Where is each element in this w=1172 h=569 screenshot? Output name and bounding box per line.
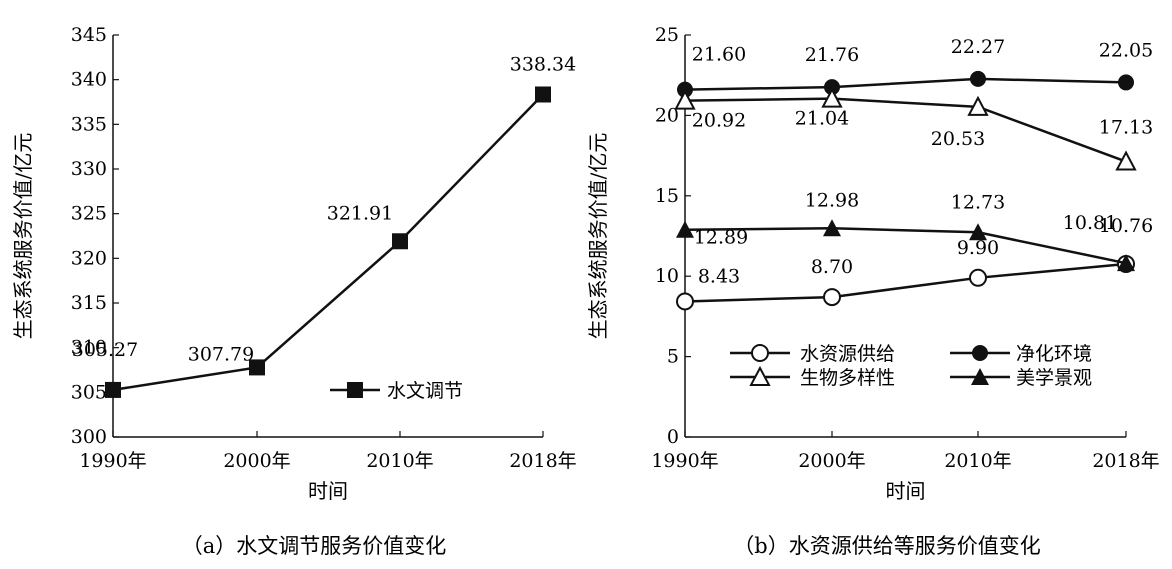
- data-point: [969, 268, 987, 287]
- data-label: 21.04: [795, 108, 849, 130]
- y-tick-label: 325: [71, 203, 107, 225]
- chart-a: 300 305 310 315 320 325 330 335 340 345 1990年 2000年…: [11, 24, 577, 558]
- data-label: 12.98: [805, 189, 859, 211]
- y-tick-label: 10: [655, 265, 679, 287]
- legend-label: 生物多样性: [800, 367, 895, 389]
- figure-caption: （a）水文调节服务价值变化: [182, 534, 447, 558]
- x-tick-label: 1990年: [651, 450, 718, 472]
- data-label: 8.43: [698, 265, 740, 287]
- data-label: 10.76: [1099, 215, 1153, 237]
- x-tick-label: 2010年: [366, 450, 433, 472]
- legend-label: 美学景观: [1016, 367, 1092, 389]
- y-tick-label: 315: [71, 292, 107, 314]
- series-1: 305.27 307.79 321.91 338.34: [72, 53, 576, 398]
- y-tick-label: 15: [655, 185, 679, 207]
- data-label: 305.27: [72, 339, 138, 361]
- y-tick-label: 310: [71, 337, 107, 359]
- y-axis-title: 生态系统服务价值/亿元: [586, 133, 610, 340]
- series-2: 21.60 21.76 22.27 22.05: [677, 36, 1153, 98]
- data-label: 307.79: [188, 343, 254, 365]
- data-point: [1118, 74, 1134, 91]
- x-tick-label: 2018年: [509, 450, 576, 472]
- y-tick-label: 5: [667, 346, 679, 368]
- data-label: 9.90: [957, 237, 999, 259]
- data-label: 338.34: [510, 53, 576, 75]
- data-point: [392, 233, 408, 250]
- series-4: 12.89 12.98 12.73 10.81: [676, 189, 1135, 272]
- series-line: [684, 262, 1127, 303]
- data-point: [1117, 254, 1135, 272]
- data-point: [1115, 150, 1137, 171]
- data-point: [105, 381, 121, 398]
- data-label: 8.70: [811, 256, 853, 278]
- legend-marker: [749, 365, 771, 386]
- data-label: 12.89: [694, 227, 748, 249]
- series-3: 20.92 21.04 20.53 17.13: [674, 87, 1153, 171]
- legend-label: 水资源供给: [800, 343, 895, 365]
- y-tick-label: 300: [71, 426, 107, 448]
- legend-marker: [347, 382, 363, 398]
- legend-marker: [751, 344, 769, 362]
- y-tick-label: 340: [71, 69, 107, 91]
- legend-label: 净化环境: [1016, 343, 1092, 365]
- legend-marker: [972, 345, 988, 361]
- y-tick-label: 0: [667, 426, 679, 448]
- data-point: [535, 86, 551, 103]
- x-axis-title: 时间: [886, 479, 926, 503]
- figure-caption: （b）水资源供给等服务价值变化: [733, 534, 1040, 558]
- data-label: 20.53: [931, 128, 985, 150]
- data-point: [823, 288, 841, 307]
- legend-marker: [971, 368, 989, 385]
- x-tick-label: 2018年: [1092, 450, 1159, 472]
- data-point: [823, 219, 841, 237]
- legend-label: 水文调节: [387, 380, 463, 402]
- series-line: [112, 93, 544, 392]
- series-line: [684, 77, 1127, 91]
- data-point: [824, 79, 840, 96]
- data-point: [676, 220, 694, 238]
- data-label: 21.60: [692, 44, 746, 66]
- data-point: [674, 89, 696, 110]
- y-tick-label: 25: [655, 24, 679, 46]
- series-line: [684, 97, 1127, 163]
- legend-entry: 美学景观: [950, 367, 1092, 389]
- data-point: [676, 292, 694, 311]
- series-line: [684, 227, 1127, 265]
- legend-entry: 水文调节: [330, 380, 463, 402]
- legend-entry: 水资源供给: [730, 343, 895, 365]
- data-point: [969, 223, 987, 241]
- y-tick-label: 305: [71, 381, 107, 403]
- x-tick-label: 2010年: [944, 450, 1011, 472]
- data-label: 20.92: [692, 110, 746, 132]
- y-tick-label: 320: [71, 247, 107, 269]
- y-tick-label: 345: [71, 24, 107, 46]
- legend-entry: 生物多样性: [730, 365, 895, 389]
- data-point: [967, 95, 989, 116]
- data-label: 22.05: [1099, 39, 1153, 61]
- x-tick-label: 2000年: [798, 450, 865, 472]
- y-axis-title: 生态系统服务价值/亿元: [11, 133, 35, 340]
- x-tick-label: 1990年: [79, 450, 146, 472]
- data-point: [249, 359, 265, 376]
- data-label: 321.91: [327, 202, 393, 224]
- y-tick-label: 20: [655, 104, 679, 126]
- data-point: [970, 70, 986, 87]
- data-label: 17.13: [1099, 117, 1153, 139]
- y-tick-label: 335: [71, 113, 107, 135]
- data-point: [821, 87, 843, 108]
- data-label: 10.81: [1063, 212, 1117, 234]
- data-label: 22.27: [951, 36, 1005, 58]
- legend-entry: 净化环境: [950, 343, 1092, 365]
- data-label: 21.76: [805, 44, 859, 66]
- data-label: 12.73: [951, 191, 1005, 213]
- x-axis-title: 时间: [308, 479, 348, 503]
- x-tick-label: 2000年: [223, 450, 290, 472]
- y-tick-label: 330: [71, 158, 107, 180]
